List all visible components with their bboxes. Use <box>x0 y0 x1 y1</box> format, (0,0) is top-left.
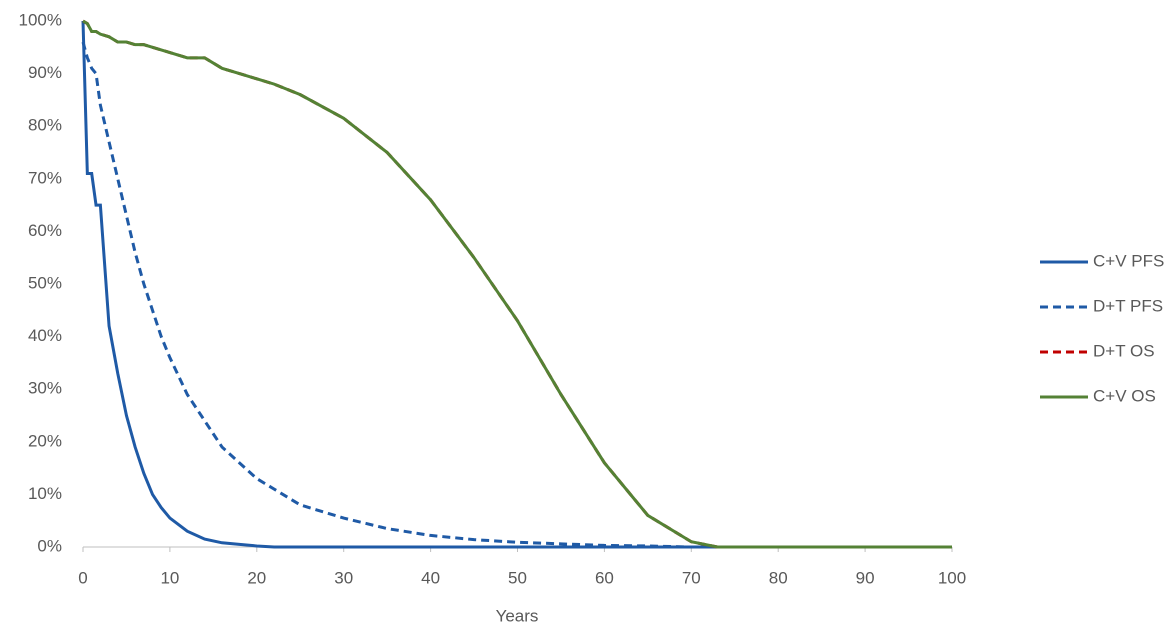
x-tick-label: 0 <box>78 568 87 587</box>
x-tick-label: 10 <box>160 568 179 587</box>
legend-label: C+V OS <box>1093 386 1156 405</box>
y-tick-label: 60% <box>28 221 62 240</box>
legend-label: D+T PFS <box>1093 296 1163 315</box>
y-tick-label: 100% <box>19 10 62 29</box>
y-tick-label: 40% <box>28 326 62 345</box>
y-tick-label: 90% <box>28 63 62 82</box>
y-tick-label: 80% <box>28 116 62 135</box>
y-tick-label: 30% <box>28 379 62 398</box>
legend-label: C+V PFS <box>1093 251 1164 270</box>
y-tick-label: 50% <box>28 273 62 292</box>
series-line <box>82 19 952 549</box>
x-tick-label: 80 <box>769 568 788 587</box>
x-tick-label: 30 <box>334 568 353 587</box>
x-tick-label: 20 <box>247 568 266 587</box>
x-tick-label: 40 <box>421 568 440 587</box>
x-tick-label: 100 <box>938 568 966 587</box>
x-axis-label: Years <box>496 606 539 625</box>
y-tick-label: 0% <box>37 536 62 555</box>
x-tick-label: 50 <box>508 568 527 587</box>
y-tick-label: 20% <box>28 431 62 450</box>
x-tick-label: 90 <box>856 568 875 587</box>
series-line <box>81 41 952 549</box>
y-tick-label: 10% <box>28 484 62 503</box>
y-tick-label: 70% <box>28 168 62 187</box>
x-tick-label: 60 <box>595 568 614 587</box>
legend-label: D+T OS <box>1093 341 1155 360</box>
x-tick-label: 70 <box>682 568 701 587</box>
series-line <box>82 19 952 549</box>
series-line <box>81 20 952 549</box>
